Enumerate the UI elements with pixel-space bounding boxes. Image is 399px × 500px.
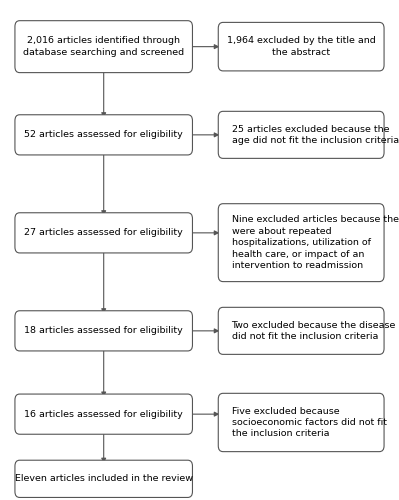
FancyBboxPatch shape [15, 213, 192, 253]
FancyBboxPatch shape [218, 308, 384, 354]
Text: 1,964 excluded by the title and
the abstract: 1,964 excluded by the title and the abst… [227, 36, 375, 57]
Text: 18 articles assessed for eligibility: 18 articles assessed for eligibility [24, 326, 183, 336]
Text: Two excluded because the disease
did not fit the inclusion criteria: Two excluded because the disease did not… [231, 320, 396, 341]
FancyBboxPatch shape [15, 311, 192, 351]
FancyBboxPatch shape [15, 460, 192, 498]
Text: 52 articles assessed for eligibility: 52 articles assessed for eligibility [24, 130, 183, 140]
Text: Nine excluded articles because they
were about repeated
hospitalizations, utiliz: Nine excluded articles because they were… [231, 215, 399, 270]
FancyBboxPatch shape [15, 115, 192, 155]
FancyBboxPatch shape [218, 112, 384, 158]
FancyBboxPatch shape [218, 204, 384, 282]
Text: 27 articles assessed for eligibility: 27 articles assessed for eligibility [24, 228, 183, 237]
Text: Eleven articles included in the review: Eleven articles included in the review [15, 474, 193, 484]
FancyBboxPatch shape [15, 20, 192, 72]
Text: 2,016 articles identified through
database searching and screened: 2,016 articles identified through databa… [23, 36, 184, 57]
FancyBboxPatch shape [218, 22, 384, 71]
Text: 25 articles excluded because the
age did not fit the inclusion criteria: 25 articles excluded because the age did… [231, 124, 399, 145]
Text: 16 articles assessed for eligibility: 16 articles assessed for eligibility [24, 410, 183, 418]
FancyBboxPatch shape [15, 394, 192, 434]
FancyBboxPatch shape [218, 394, 384, 452]
Text: Five excluded because
socioeconomic factors did not fit
the inclusion criteria: Five excluded because socioeconomic fact… [231, 406, 387, 438]
